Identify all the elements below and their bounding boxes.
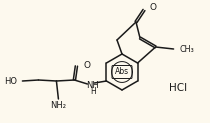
Text: H: H	[91, 87, 96, 97]
Text: NH: NH	[86, 80, 99, 90]
Text: O: O	[83, 61, 91, 69]
Text: HCl: HCl	[169, 83, 187, 93]
Text: NH₂: NH₂	[50, 101, 66, 110]
Text: O: O	[149, 3, 156, 13]
Text: HO: HO	[4, 77, 17, 85]
Text: Abs: Abs	[115, 68, 129, 77]
FancyBboxPatch shape	[112, 66, 132, 78]
Text: CH₃: CH₃	[180, 45, 194, 54]
